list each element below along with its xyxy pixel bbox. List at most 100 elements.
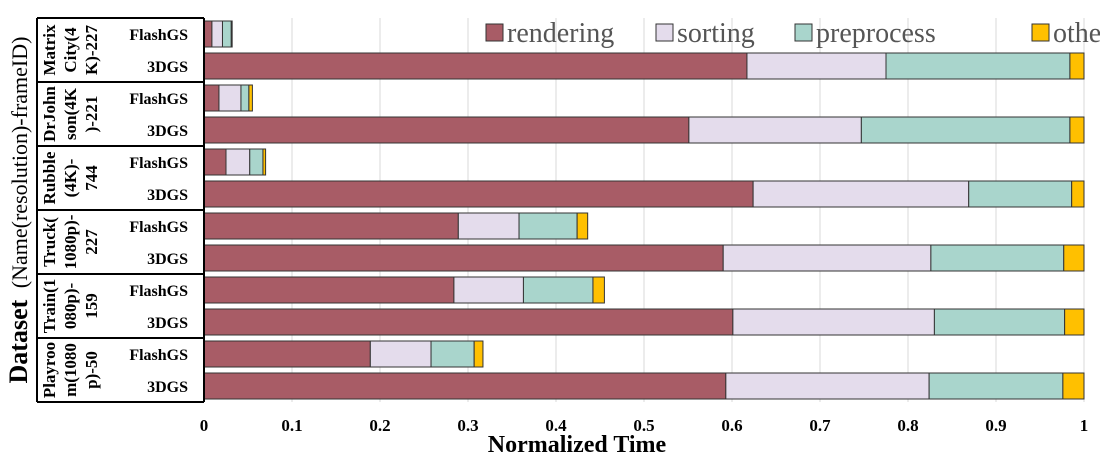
bar-segment-others (1063, 244, 1085, 272)
bar-label: 3DGS (147, 315, 188, 332)
x-tick-label: 0.3 (457, 416, 478, 435)
group-label-line: 159 (82, 293, 101, 319)
bar-segment-others (1069, 52, 1085, 80)
x-tick-label: 0.4 (545, 416, 567, 435)
y-axis-label: Dataset (Name(resolution)-frameID) (4, 37, 33, 384)
bar-segment-sorting (457, 212, 520, 240)
legend-swatch-others (1031, 23, 1050, 42)
bar-segment-others (230, 20, 233, 48)
bar-segment-others (262, 148, 267, 176)
group-label-line: p)-50 (82, 351, 101, 389)
legend-swatch-rendering (485, 23, 504, 42)
bar-segment-preprocess (518, 212, 578, 240)
bar-label: FlashGS (129, 219, 188, 236)
bar-label: 3DGS (147, 251, 188, 268)
x-tick-label: 0.9 (985, 416, 1006, 435)
group-label-line: DrJohn (40, 86, 59, 142)
bar-label: 3DGS (147, 187, 188, 204)
bar-segment-sorting (752, 180, 970, 208)
legend-label-others: others (1053, 18, 1100, 49)
group-label-line: Truck( (40, 217, 59, 267)
group-label-line: Matrix (40, 24, 59, 75)
bar-label: FlashGS (129, 155, 188, 172)
bar-label: FlashGS (129, 91, 188, 108)
bar-segment-others (1062, 372, 1085, 400)
bar-segment-sorting (746, 52, 887, 80)
bar-label: FlashGS (129, 283, 188, 300)
y-axis-label-main: Dataset (4, 299, 33, 383)
group-label-line: K)-227 (82, 24, 101, 75)
bars: FlashGS 3DGS FlashGS 3DGS FlashGS 3DGS FlashGS… (129, 20, 1085, 400)
bar-segment-sorting (225, 148, 251, 176)
bar-label: 3DGS (147, 123, 188, 140)
bar-segment-sorting (688, 116, 862, 144)
x-axis-label: Normalized Time (488, 432, 667, 458)
legend-label-preprocess: preprocess (816, 18, 936, 49)
bar-segment-sorting (453, 276, 524, 304)
bar-segment-rendering (203, 340, 371, 368)
bar-label: 3DGS (147, 59, 188, 76)
bar-label: 3DGS (147, 379, 188, 396)
group-label-line: )-221 (82, 96, 101, 133)
bar-segment-preprocess (968, 180, 1073, 208)
group-label-line: 744 (82, 165, 101, 191)
group-label-line: City(4 (61, 27, 80, 73)
group-label-line: m(1080 (61, 343, 80, 397)
x-tick-label: 0.8 (897, 416, 918, 435)
bar-label: FlashGS (129, 347, 188, 364)
category-table: Matrix City(4 K)-227 DrJohn son(4K)-221 Rubbl… (36, 17, 205, 403)
bar-segment-rendering (203, 308, 734, 336)
bar-segment-preprocess (930, 244, 1065, 272)
bar-segment-preprocess (928, 372, 1064, 400)
group-label-line: Playroo (40, 342, 59, 398)
bar-segment-rendering (203, 52, 748, 80)
y-axis-label-sub: (Name(resolution)-frameID) (7, 37, 32, 289)
group-label-line: (4K)- (61, 158, 80, 197)
x-tick-labels: 0 0.1 0.2 0.3 0.4 0.5 0.6 0.7 0.8 0.9 1 (200, 416, 1089, 435)
bar-segment-others (1064, 308, 1085, 336)
bar-segment-preprocess (860, 116, 1071, 144)
bar-segment-rendering (203, 20, 213, 48)
bar-segment-rendering (203, 372, 727, 400)
bar-segment-rendering (203, 84, 220, 112)
bar-segment-others (592, 276, 605, 304)
x-tick-label: 1 (1080, 416, 1089, 435)
bar-segment-sorting (369, 340, 432, 368)
bar-segment-rendering (203, 276, 455, 304)
bar-segment-preprocess (240, 84, 250, 112)
group-label-line: 227 (82, 229, 101, 255)
bar-segment-preprocess (933, 308, 1066, 336)
x-tick-label: 0.6 (721, 416, 742, 435)
group-label-line: 1080p)- (61, 214, 80, 269)
x-tick-label: 0.7 (809, 416, 831, 435)
bar-segment-sorting (211, 20, 223, 48)
bar-segment-preprocess (522, 276, 594, 304)
bar-segment-others (1069, 116, 1085, 144)
bar-segment-others (1071, 180, 1085, 208)
bar-segment-preprocess (249, 148, 264, 176)
bar-segment-rendering (203, 212, 459, 240)
bar-segment-sorting (725, 372, 930, 400)
legend-swatch-sorting (655, 23, 674, 42)
bar-segment-rendering (203, 116, 690, 144)
bar-segment-sorting (218, 84, 242, 112)
group-label-line: 080p)- (61, 283, 80, 330)
bar-segment-sorting (732, 308, 935, 336)
x-tick-label: 0.2 (369, 416, 390, 435)
group-label-line: son(4K (61, 87, 80, 140)
legend: rendering sorting preprocess others (485, 18, 1100, 49)
x-tick-label: 0.1 (281, 416, 302, 435)
bar-segment-rendering (203, 148, 227, 176)
bar-segment-sorting (722, 244, 932, 272)
gridlines (203, 18, 1085, 402)
x-tick-label: 0 (200, 416, 209, 435)
bar-segment-others (248, 84, 253, 112)
legend-label-sorting: sorting (677, 18, 755, 49)
legend-label-rendering: rendering (507, 18, 614, 49)
group-label-line: Rubble (40, 151, 59, 204)
bar-segment-rendering (203, 180, 754, 208)
bar-segment-preprocess (221, 20, 232, 48)
bar-segment-others (473, 340, 484, 368)
x-tick-label: 0.5 (633, 416, 654, 435)
